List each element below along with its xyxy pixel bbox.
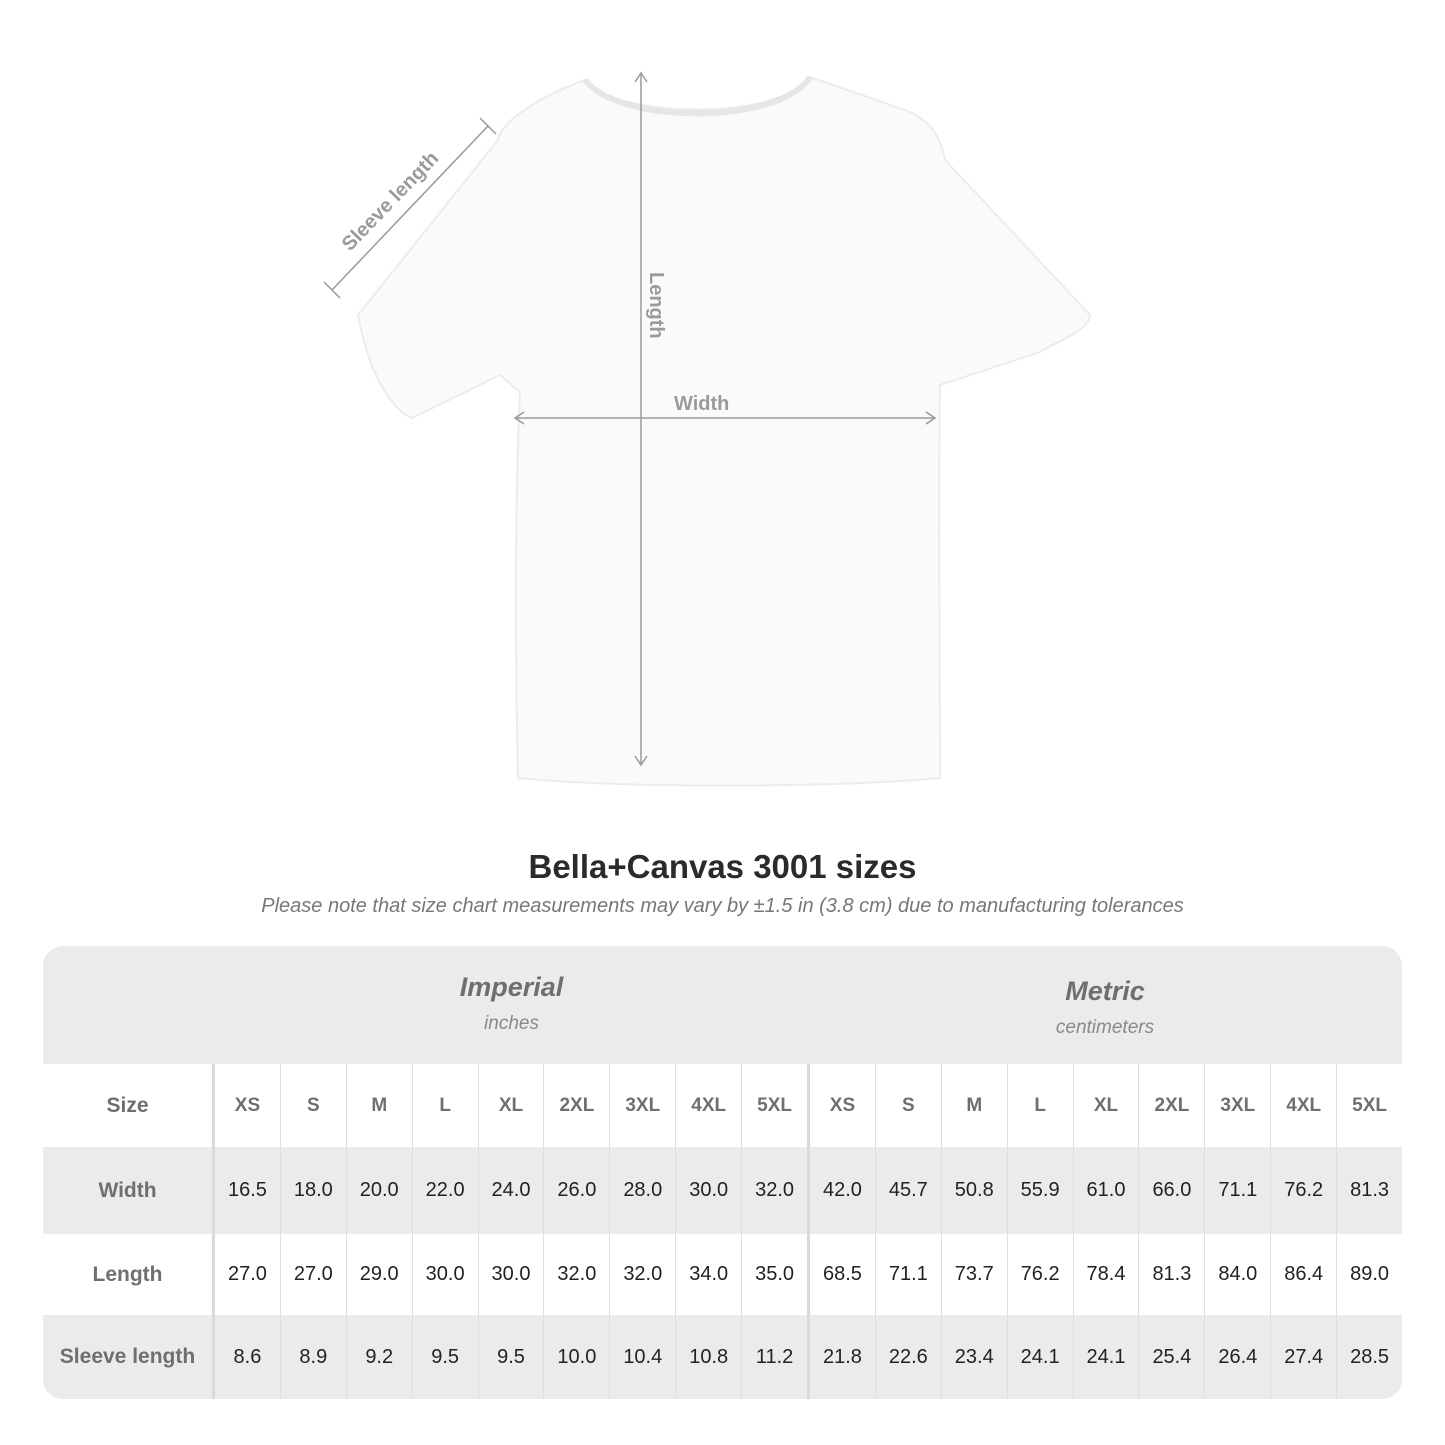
table-cell: 24.1: [1008, 1315, 1074, 1399]
size-header-cell: S: [876, 1064, 942, 1147]
table-cell: 28.5: [1350, 1345, 1390, 1368]
table-cell: 8.6: [215, 1315, 281, 1399]
table-cell: 28.0: [610, 1147, 677, 1234]
table-cell: 81.3: [1139, 1234, 1206, 1315]
table-cell: 35.0: [742, 1234, 811, 1315]
size-header-cell: XL: [479, 1064, 545, 1147]
table-cell: 71.1: [876, 1234, 942, 1315]
size-header-cell: XS: [215, 1064, 281, 1147]
table-cell: 89.0: [1350, 1263, 1390, 1285]
size-header-cell: 3XL: [1205, 1064, 1272, 1147]
table-cell: 27.0: [281, 1234, 347, 1315]
size-header-cell: XS: [810, 1064, 876, 1147]
table-row: Length 27.0 27.0 29.0 30.0 30.0 32.0 32.0 34.0 3…: [43, 1234, 1402, 1315]
table-cell: 18.0: [281, 1147, 347, 1234]
row-label: Sleeve length: [43, 1315, 215, 1399]
size-header-cell: S: [281, 1064, 347, 1147]
table-cell: 68.5: [810, 1234, 876, 1315]
size-header-cell: 2XL: [544, 1064, 611, 1147]
table-cell: 76.2: [1008, 1234, 1074, 1315]
table-cell: 11.2: [742, 1315, 811, 1399]
table-cell: 32.0: [742, 1147, 811, 1234]
imperial-title: Imperial: [459, 972, 564, 1002]
size-table: Imperial inches Metric centimeters Size …: [43, 946, 1402, 1399]
table-cell: 55.9: [1008, 1147, 1074, 1234]
table-cell: 9.2: [347, 1315, 413, 1399]
table-cell: 32.0: [610, 1234, 677, 1315]
table-cell: 78.4: [1074, 1234, 1140, 1315]
length-label: Length: [645, 272, 667, 339]
table-cell: 81.3: [1350, 1179, 1390, 1201]
width-label: Width: [674, 393, 729, 415]
imperial-unit: inches: [484, 1013, 539, 1034]
table-cell: 73.7: [942, 1234, 1008, 1315]
size-header-cell: 5XL: [742, 1064, 811, 1147]
table-cell: 9.5: [413, 1315, 479, 1399]
table-cell: 22.6: [876, 1315, 942, 1399]
size-header-cell: 4XL: [1271, 1064, 1338, 1147]
table-cell: 30.0: [479, 1234, 545, 1315]
size-header: Size: [43, 1064, 215, 1147]
table-cell: 34.0: [676, 1234, 743, 1315]
table-cell: 30.0: [413, 1234, 479, 1315]
measure-lines: [323, 71, 937, 767]
table-cell: 30.0: [676, 1147, 743, 1234]
table-cell: 10.4: [610, 1315, 677, 1399]
size-header-cell: M: [347, 1064, 413, 1147]
table-cell: 61.0: [1074, 1147, 1140, 1234]
table-row: Sleeve length 8.6 8.9 9.2 9.5 9.5 10.0 10.4 10.…: [43, 1315, 1402, 1399]
table-cell: 26.4: [1205, 1315, 1272, 1399]
table-cell: 25.4: [1139, 1315, 1206, 1399]
table-cell: 86.4: [1271, 1234, 1338, 1315]
imperial-header: Imperial inches: [215, 946, 808, 1064]
sleeve-measure-line: [331, 125, 489, 291]
table-cell: 66.0: [1139, 1147, 1206, 1234]
table-cell: 8.9: [281, 1315, 347, 1399]
table-cell: 42.0: [810, 1147, 876, 1234]
table-cell: 23.4: [942, 1315, 1008, 1399]
table-cell: 27.0: [215, 1234, 281, 1315]
tshirt-collar: [582, 75, 813, 117]
size-header-cell: M: [942, 1064, 1008, 1147]
size-header-cell: 2XL: [1139, 1064, 1206, 1147]
size-header-cell: L: [413, 1064, 479, 1147]
metric-header: Metric centimeters: [808, 946, 1402, 1064]
size-header-cell: 5XL: [1352, 1094, 1388, 1116]
table-cell: 21.8: [810, 1315, 876, 1399]
table-cell: 24.0: [479, 1147, 545, 1234]
table-cell: 32.0: [544, 1234, 611, 1315]
table-cell: 10.8: [676, 1315, 743, 1399]
table-cell: 27.4: [1271, 1315, 1338, 1399]
size-header-row: Size XS S M L XL 2XL 3XL 4XL 5XL XS S M L XL 2XL 3XL 4XL…: [43, 1064, 1402, 1147]
size-header-cell: 3XL: [610, 1064, 677, 1147]
size-header-cell: L: [1008, 1064, 1074, 1147]
row-label: Length: [43, 1234, 215, 1315]
table-cell: 84.0: [1205, 1234, 1272, 1315]
tshirt-diagram: Sleeve length Length Width: [323, 71, 1092, 787]
metric-unit: centimeters: [1055, 1017, 1155, 1038]
table-cell: 9.5: [479, 1315, 545, 1399]
chart-title: Bella+Canvas 3001 sizes: [528, 848, 917, 885]
table-cell: 22.0: [413, 1147, 479, 1234]
metric-title: Metric: [1065, 976, 1145, 1006]
tshirt-shape: [356, 75, 1092, 787]
size-header-cell: XL: [1074, 1064, 1140, 1147]
row-label: Width: [43, 1147, 215, 1234]
chart-subtitle: Please note that size chart measurements…: [261, 895, 1184, 917]
table-cell: 24.1: [1074, 1315, 1140, 1399]
table-cell: 50.8: [942, 1147, 1008, 1234]
table-cell: 45.7: [876, 1147, 942, 1234]
table-cell: 20.0: [347, 1147, 413, 1234]
table-cell: 71.1: [1205, 1147, 1272, 1234]
table-cell: 26.0: [544, 1147, 611, 1234]
table-row: Width 16.5 18.0 20.0 22.0 24.0 26.0 28.0 30.0 32…: [43, 1147, 1402, 1234]
table-cell: 76.2: [1271, 1147, 1338, 1234]
table-cell: 10.0: [544, 1315, 611, 1399]
table-cell: 29.0: [347, 1234, 413, 1315]
size-header-cell: 4XL: [676, 1064, 743, 1147]
table-cell: 16.5: [215, 1147, 281, 1234]
